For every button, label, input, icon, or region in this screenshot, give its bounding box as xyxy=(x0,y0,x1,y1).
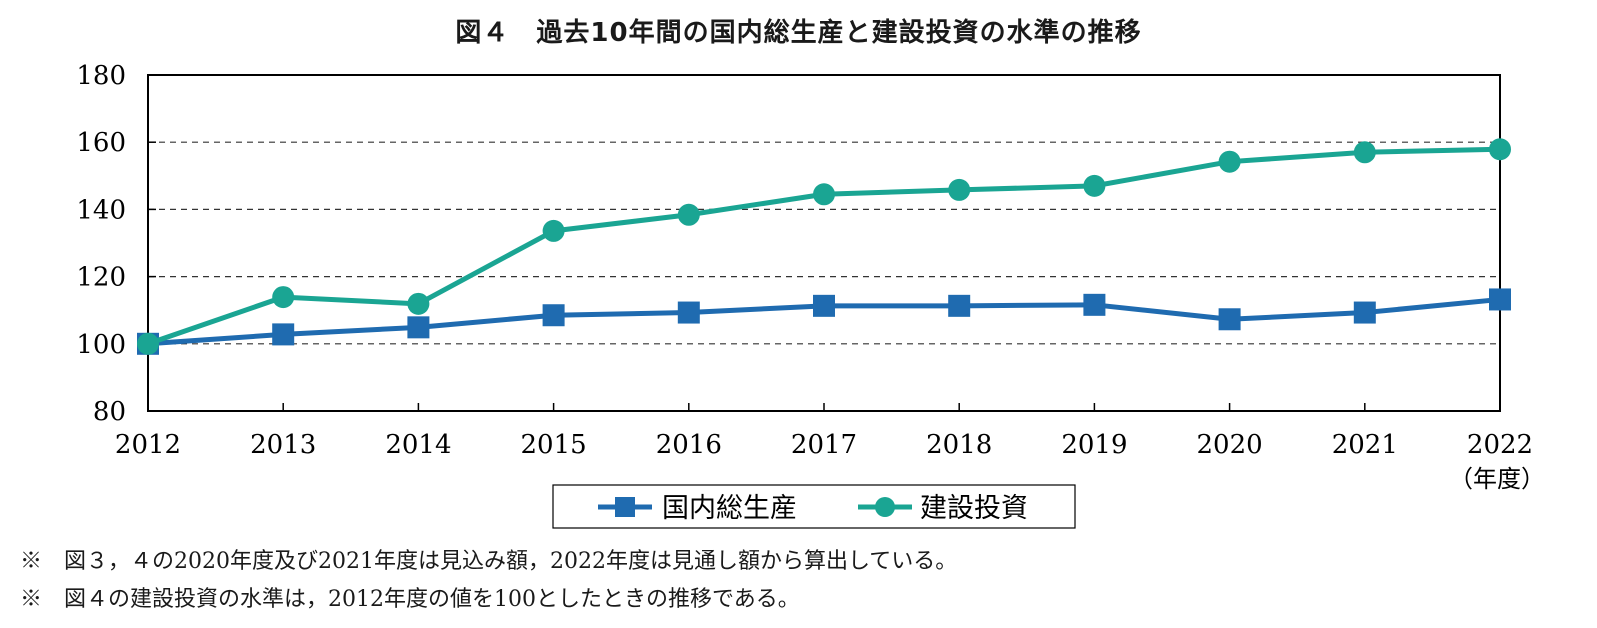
data-point xyxy=(1489,288,1511,311)
x-tick-label: 2018 xyxy=(926,430,992,460)
data-point xyxy=(1353,141,1376,164)
x-tick-label: 2014 xyxy=(385,430,451,460)
legend-marker-gdp xyxy=(615,497,635,517)
footnote-1: ※ 図３，４の2020年度及び2021年度は見込み額，2022年度は見通し額から… xyxy=(20,549,958,574)
x-tick-label: 2013 xyxy=(250,430,316,460)
legend-label-gdp: 国内総生産 xyxy=(662,493,797,524)
data-point xyxy=(1083,293,1106,316)
y-tick-label: 80 xyxy=(93,397,126,427)
y-tick-label: 140 xyxy=(76,195,126,225)
plot-frame xyxy=(147,74,1501,412)
data-point xyxy=(948,294,971,317)
y-tick-label: 100 xyxy=(76,330,126,360)
x-tick-label: 2019 xyxy=(1061,430,1127,460)
chart-title: 図４ 過去10年間の国内総生産と建設投資の水準の推移 xyxy=(455,18,1142,48)
data-point xyxy=(677,203,700,226)
data-point xyxy=(948,178,971,201)
y-tick-label: 160 xyxy=(76,128,126,158)
data-point xyxy=(542,219,565,242)
data-point xyxy=(542,304,565,327)
x-axis-unit: （年度） xyxy=(1449,465,1545,493)
series-1 xyxy=(137,138,1511,355)
x-tick-label: 2020 xyxy=(1197,430,1263,460)
data-point xyxy=(1218,150,1241,173)
data-point xyxy=(407,292,430,315)
data-point xyxy=(272,286,295,309)
data-point xyxy=(813,294,835,317)
x-tick-label: 2022 xyxy=(1467,430,1533,460)
series-0 xyxy=(137,288,1511,355)
data-point xyxy=(1083,174,1106,197)
x-tick-label: 2015 xyxy=(521,430,587,460)
data-point xyxy=(407,316,430,339)
data-point xyxy=(1353,301,1376,324)
data-point xyxy=(272,323,295,346)
x-tick-label: 2017 xyxy=(791,430,857,460)
legend: 国内総生産 建設投資 xyxy=(552,484,1076,529)
gridlines xyxy=(148,141,1500,345)
x-axis-ticks: 2012 2013 2014 2015 2016 2017 2018 2019 2020 2021… xyxy=(115,403,1533,460)
data-point xyxy=(1218,308,1241,331)
y-tick-label: 180 xyxy=(76,61,126,91)
x-tick-label: 2016 xyxy=(656,430,722,460)
data-point xyxy=(813,183,835,206)
data-point xyxy=(1489,138,1511,161)
y-axis-ticks: 80 100 120 140 160 180 xyxy=(76,61,156,427)
x-tick-label: 2012 xyxy=(115,430,181,460)
data-point xyxy=(677,301,700,324)
y-tick-label: 120 xyxy=(76,263,126,293)
legend-marker-construction xyxy=(875,497,895,517)
x-tick-label: 2021 xyxy=(1332,430,1398,460)
series-lines xyxy=(137,138,1511,355)
data-point xyxy=(137,332,159,355)
legend-label-construction: 建設投資 xyxy=(920,493,1028,524)
footnote-2: ※ 図４の建設投資の水準は，2012年度の値を100としたときの推移である。 xyxy=(20,587,800,612)
